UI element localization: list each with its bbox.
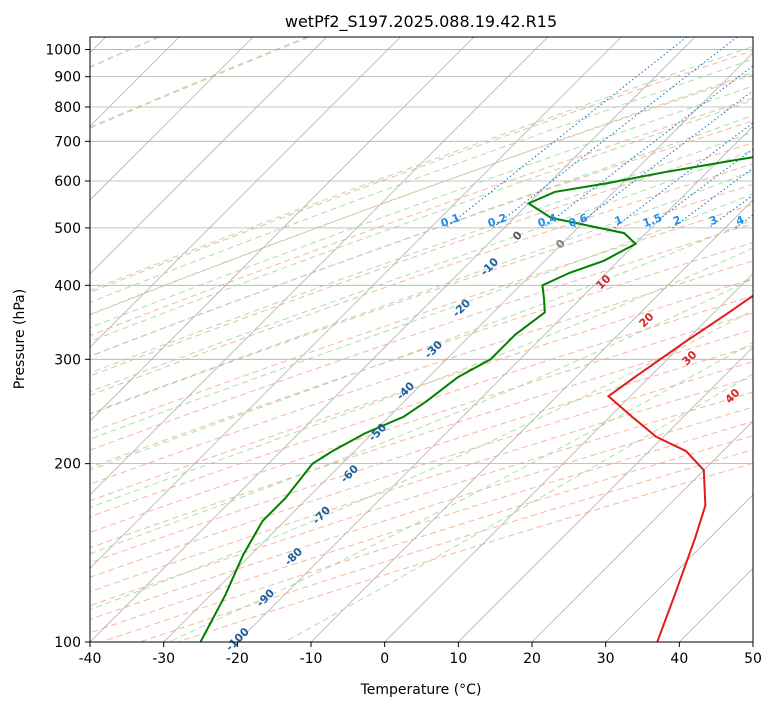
y-tick-label: 900 bbox=[54, 70, 81, 86]
isotherm-line bbox=[90, 37, 254, 201]
x-tick-label: 40 bbox=[670, 651, 688, 667]
isotherm-line bbox=[90, 37, 475, 422]
axis-ticks: -40 -30 -20 -10 0 10 20 30 40 50 100 200 300 400 500 60… bbox=[45, 43, 762, 667]
temperature-profile-line bbox=[606, 294, 753, 642]
mixing-ratio-line bbox=[492, 37, 738, 229]
dry-adiabat-line bbox=[90, 142, 753, 377]
moist-adiabat-line bbox=[168, 341, 753, 642]
isotherm-line bbox=[605, 494, 753, 642]
y-tick-label: 100 bbox=[54, 635, 81, 651]
isotherm-line bbox=[458, 346, 753, 642]
x-tick-label: -40 bbox=[79, 651, 102, 667]
dry-adiabat-line bbox=[90, 278, 753, 502]
dry-adiabat-line bbox=[90, 120, 753, 357]
dry-adiabat-line bbox=[90, 260, 753, 485]
y-tick-label: 700 bbox=[54, 134, 81, 150]
dry-adiabat-line bbox=[90, 223, 753, 451]
y-tick-label: 1000 bbox=[45, 43, 81, 59]
x-tick-label: 0 bbox=[380, 651, 389, 667]
mixing-ratio-label: 2 bbox=[671, 213, 683, 228]
y-tick-label: 400 bbox=[54, 278, 81, 294]
isotherm-line bbox=[90, 37, 622, 569]
mixing-ratio-label: 1 bbox=[613, 213, 625, 228]
x-tick-label: -10 bbox=[300, 651, 323, 667]
dry-adiabat-line bbox=[90, 183, 753, 415]
y-tick-label: 300 bbox=[54, 352, 81, 368]
background-curve bbox=[90, 37, 309, 129]
moist-adiabat-line bbox=[90, 71, 753, 316]
plot-frame bbox=[89, 36, 754, 643]
mixing-ratio-label: 0.6 bbox=[567, 211, 590, 230]
y-tick-label: 500 bbox=[54, 221, 81, 237]
moist-adiabat-line bbox=[90, 114, 753, 357]
dewpoint-profile-line bbox=[199, 156, 753, 642]
chart-title: wetPf2_S197.2025.088.19.42.R15 bbox=[285, 12, 557, 32]
moist-adiabat-line bbox=[90, 278, 753, 555]
y-axis-title: Pressure (hPa) bbox=[12, 289, 28, 389]
mixing-ratio-line bbox=[672, 167, 753, 229]
y-tick-label: 800 bbox=[54, 100, 81, 116]
mixing-ratio-label: 1.5 bbox=[641, 211, 664, 230]
dry-adiabat-line bbox=[90, 361, 753, 578]
x-tick-label: -20 bbox=[226, 651, 249, 667]
isotherm-line bbox=[90, 37, 401, 348]
dry-adiabat-line bbox=[90, 50, 753, 293]
isotherm-line bbox=[531, 420, 753, 642]
moist-adiabat-line bbox=[90, 149, 753, 393]
mixing-ratio-label: 4 bbox=[734, 213, 746, 228]
mixing-ratio-label: 0.2 bbox=[486, 211, 509, 230]
moist-adiabat-line bbox=[90, 58, 753, 303]
plot-background-lines bbox=[90, 37, 753, 642]
x-tick-label: 30 bbox=[597, 651, 615, 667]
y-tick-label: 600 bbox=[54, 174, 81, 190]
mixing-ratio-line bbox=[542, 65, 753, 229]
mixing-ratio-line bbox=[572, 90, 753, 229]
dry-adiabat-line bbox=[90, 163, 753, 396]
x-tick-label: 10 bbox=[449, 651, 467, 667]
dry-adiabat-line bbox=[90, 329, 753, 549]
x-tick-label: -30 bbox=[152, 651, 175, 667]
moist-adiabat-line bbox=[90, 170, 753, 415]
isotherm-line bbox=[90, 37, 327, 275]
x-axis-title: Temperature (°C) bbox=[360, 682, 482, 698]
mixing-ratio-label: 3 bbox=[708, 213, 720, 228]
dry-adiabat-line bbox=[90, 312, 753, 534]
plot-series bbox=[199, 156, 753, 642]
mixing-ratio-label: 0.1 bbox=[439, 211, 462, 230]
y-tick-label: 200 bbox=[54, 457, 81, 473]
dry-adiabat-line bbox=[90, 391, 753, 607]
isotherm-line bbox=[310, 199, 753, 642]
isotherm-line bbox=[90, 37, 696, 642]
moist-adiabat-line bbox=[90, 85, 753, 329]
dry-adiabat-line bbox=[90, 97, 753, 337]
mixing-ratio-label: 0.4 bbox=[536, 211, 559, 230]
x-tick-label: 50 bbox=[744, 651, 762, 667]
x-tick-label: 20 bbox=[523, 651, 541, 667]
moist-adiabat-line bbox=[90, 193, 753, 440]
isotherm-line bbox=[90, 37, 548, 496]
dry-adiabat-line bbox=[90, 74, 753, 315]
